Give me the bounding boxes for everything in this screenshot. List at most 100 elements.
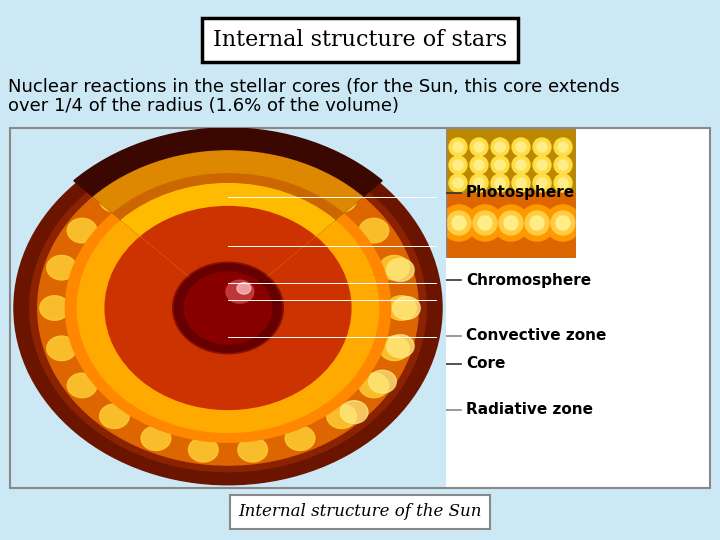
Circle shape	[533, 174, 551, 192]
Circle shape	[141, 426, 171, 450]
Circle shape	[512, 156, 530, 174]
Circle shape	[530, 216, 544, 230]
Circle shape	[30, 144, 426, 471]
Circle shape	[474, 160, 484, 170]
Wedge shape	[74, 128, 382, 308]
Circle shape	[554, 138, 572, 156]
Circle shape	[37, 151, 418, 465]
Circle shape	[327, 187, 356, 212]
Circle shape	[105, 206, 351, 409]
Circle shape	[47, 255, 76, 280]
Circle shape	[495, 178, 505, 188]
Circle shape	[558, 178, 568, 188]
Circle shape	[238, 154, 268, 179]
Circle shape	[285, 426, 315, 450]
Circle shape	[516, 160, 526, 170]
Circle shape	[533, 138, 551, 156]
Circle shape	[495, 142, 505, 152]
Circle shape	[174, 264, 282, 352]
Text: Photosphere: Photosphere	[466, 186, 575, 200]
Circle shape	[478, 216, 492, 230]
Text: Internal structure of the Sun: Internal structure of the Sun	[238, 503, 482, 521]
Circle shape	[449, 156, 467, 174]
Circle shape	[359, 218, 389, 243]
Circle shape	[504, 216, 518, 230]
Circle shape	[449, 138, 467, 156]
Circle shape	[537, 142, 547, 152]
Circle shape	[237, 282, 251, 294]
Circle shape	[512, 174, 530, 192]
Circle shape	[470, 156, 488, 174]
Circle shape	[474, 142, 484, 152]
Circle shape	[387, 296, 416, 320]
Circle shape	[473, 211, 497, 235]
Circle shape	[238, 437, 268, 462]
Circle shape	[40, 296, 69, 320]
Wedge shape	[122, 184, 335, 308]
Circle shape	[387, 335, 414, 357]
Circle shape	[519, 205, 555, 241]
Circle shape	[493, 205, 529, 241]
Circle shape	[40, 152, 416, 463]
Circle shape	[467, 205, 503, 241]
Circle shape	[537, 178, 547, 188]
Circle shape	[387, 259, 414, 281]
Circle shape	[189, 154, 218, 179]
Circle shape	[67, 218, 97, 243]
Circle shape	[226, 280, 253, 303]
Circle shape	[453, 178, 463, 188]
Text: Radiative zone: Radiative zone	[466, 402, 593, 417]
Circle shape	[491, 174, 509, 192]
Circle shape	[516, 142, 526, 152]
Circle shape	[499, 211, 523, 235]
Wedge shape	[94, 151, 363, 308]
Circle shape	[369, 370, 396, 393]
Wedge shape	[141, 206, 315, 308]
Circle shape	[47, 336, 76, 361]
Circle shape	[516, 178, 526, 188]
Circle shape	[66, 174, 390, 442]
Text: Nuclear reactions in the stellar cores (for the Sun, this core extends: Nuclear reactions in the stellar cores (…	[8, 78, 620, 96]
Bar	[10, 128, 710, 488]
Circle shape	[545, 205, 581, 241]
Text: Core: Core	[466, 356, 505, 372]
Circle shape	[99, 187, 130, 212]
Circle shape	[491, 156, 509, 174]
Text: over 1/4 of the radius (1.6% of the volume): over 1/4 of the radius (1.6% of the volu…	[8, 97, 399, 115]
Circle shape	[533, 156, 551, 174]
Circle shape	[470, 174, 488, 192]
Bar	[446, 128, 576, 193]
Circle shape	[14, 131, 442, 485]
Text: Chromosphere: Chromosphere	[466, 273, 591, 287]
Circle shape	[379, 255, 409, 280]
Circle shape	[447, 211, 471, 235]
Circle shape	[449, 174, 467, 192]
Circle shape	[67, 373, 97, 397]
Circle shape	[452, 216, 466, 230]
Circle shape	[441, 205, 477, 241]
Circle shape	[341, 401, 368, 423]
Circle shape	[558, 160, 568, 170]
Circle shape	[99, 404, 130, 428]
Circle shape	[173, 262, 284, 354]
Circle shape	[189, 437, 218, 462]
Circle shape	[184, 272, 271, 344]
Circle shape	[474, 178, 484, 188]
Bar	[446, 193, 576, 258]
Circle shape	[77, 184, 379, 433]
Wedge shape	[113, 174, 343, 308]
Circle shape	[453, 142, 463, 152]
Circle shape	[392, 296, 420, 320]
Circle shape	[495, 160, 505, 170]
Text: Convective zone: Convective zone	[466, 328, 606, 343]
Wedge shape	[189, 262, 267, 308]
Circle shape	[554, 174, 572, 192]
Circle shape	[491, 138, 509, 156]
Bar	[446, 128, 710, 488]
Text: Internal structure of stars: Internal structure of stars	[213, 29, 507, 51]
Circle shape	[512, 138, 530, 156]
Circle shape	[551, 211, 575, 235]
Circle shape	[453, 160, 463, 170]
Circle shape	[554, 156, 572, 174]
Circle shape	[470, 138, 488, 156]
